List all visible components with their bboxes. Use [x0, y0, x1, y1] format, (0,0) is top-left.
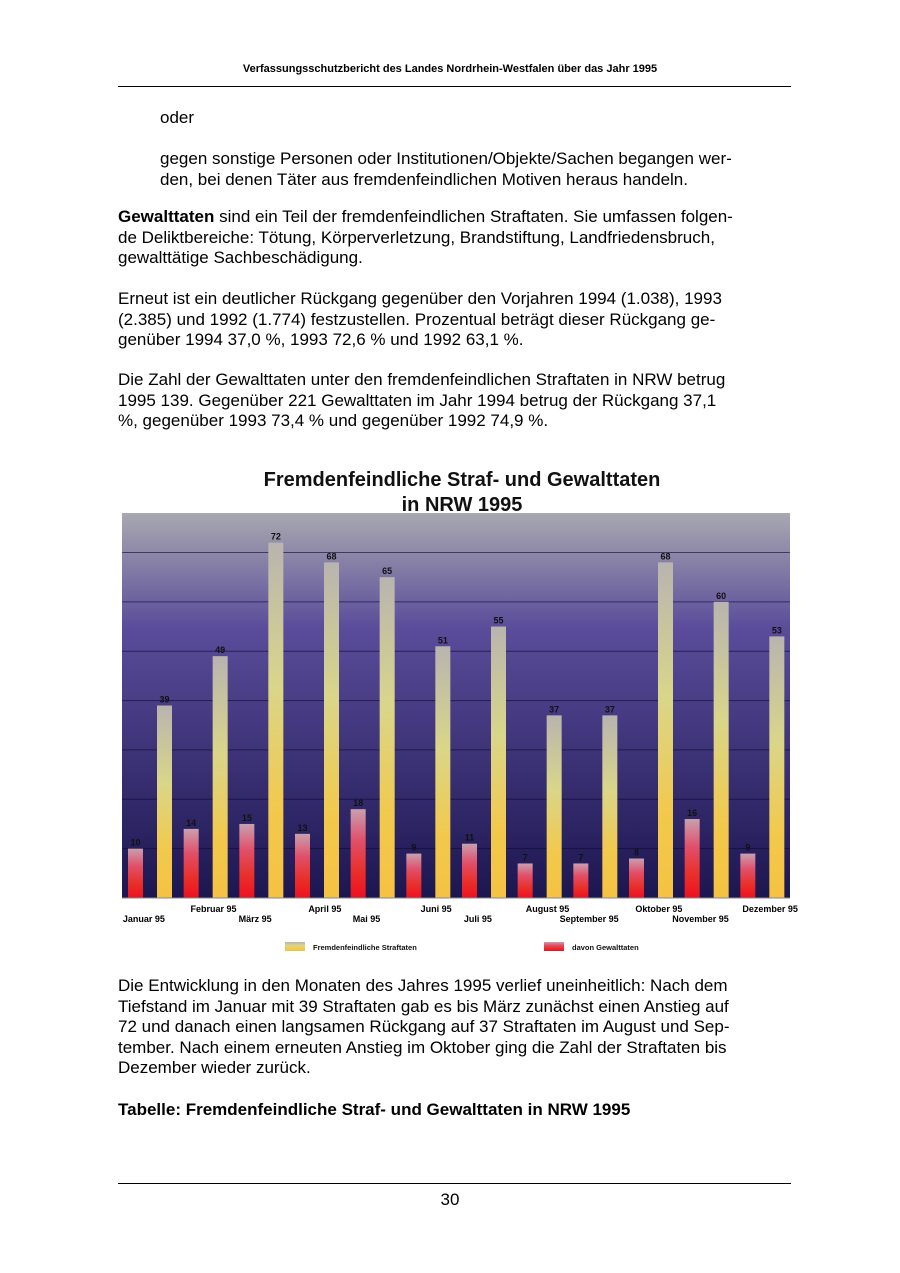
data-label: 7: [578, 852, 583, 862]
bold-term: Gewalttaten: [118, 207, 215, 226]
chart-title-line: Fremdenfeindliche Straf- und Gewalttaten: [263, 469, 661, 491]
bar-straftaten: [602, 715, 618, 898]
data-label: 11: [465, 833, 475, 843]
data-label: 72: [271, 532, 281, 542]
text-line: de Deliktbereiche: Tötung, Körperverletz…: [118, 227, 715, 247]
data-label: 8: [634, 848, 639, 858]
bar-straftaten: [658, 562, 673, 898]
data-label: 14: [186, 818, 196, 828]
table-heading: Tabelle: Fremdenfeindliche Straf- und Ge…: [118, 1100, 631, 1119]
para-gegen: gegen sonstige Personen oder Institution…: [160, 149, 732, 190]
x-tick-label: November 95: [672, 914, 729, 924]
text-line: Die Zahl der Gewalttaten unter den fremd…: [118, 370, 726, 389]
para-erneut: Erneut ist ein deutlicher Rückgang gegen…: [118, 289, 722, 351]
bar-straftaten: [268, 542, 284, 898]
bar-gewalttaten: [295, 833, 310, 898]
data-label: 65: [382, 566, 392, 576]
text-line: Die Entwicklung in den Monaten des Jahre…: [118, 976, 728, 995]
para-entwicklung: Die Entwicklung in den Monaten des Jahre…: [118, 976, 730, 1079]
legend-swatch: [544, 942, 564, 951]
data-label: 53: [772, 625, 782, 635]
bar-gewalttaten: [183, 828, 199, 898]
data-label: 15: [242, 813, 252, 823]
data-label: 9: [745, 843, 750, 853]
bar-straftaten: [491, 626, 506, 898]
header-rule: [118, 86, 791, 87]
data-label: 18: [353, 798, 363, 808]
data-label: 68: [660, 551, 670, 561]
text-line: Erneut ist ein deutlicher Rückgang gegen…: [118, 289, 722, 308]
data-label: 37: [605, 704, 615, 714]
legend-label: Fremdenfeindliche Straftaten: [313, 943, 417, 952]
data-label: 39: [159, 695, 169, 705]
data-label: 7: [523, 852, 528, 862]
chart-title: Fremdenfeindliche Straf- und Gewalttaten…: [122, 468, 802, 518]
text-line: (2.385) und 1992 (1.774) festzustellen. …: [118, 309, 716, 329]
x-tick-label: Oktober 95: [635, 904, 682, 914]
text-line: %, gegenüber 1993 73,4 % und gegenüber 1…: [118, 411, 549, 430]
plot-background: [122, 513, 790, 898]
footer-rule: [118, 1183, 791, 1184]
x-tick-label: April 95: [308, 904, 341, 914]
text-line: gewalttätige Sachbeschädigung.: [118, 248, 363, 267]
x-tick-label: September 95: [560, 914, 619, 924]
bar-gewalttaten: [629, 858, 644, 898]
para-zahl: Die Zahl der Gewalttaten unter den fremd…: [118, 370, 725, 432]
data-label: 55: [493, 616, 503, 626]
text-line: Dezember wieder zurück.: [118, 1058, 311, 1077]
bar-gewalttaten: [239, 823, 255, 898]
x-tick-label: Januar 95: [123, 914, 165, 924]
x-tick-label: März 95: [239, 914, 272, 924]
data-label: 9: [411, 843, 416, 853]
bar-gewalttaten: [350, 809, 366, 898]
text-line: tember. Nach einem erneuten Anstieg im O…: [118, 1037, 727, 1057]
running-header: Verfassungsschutzbericht des Landes Nord…: [242, 63, 658, 75]
x-tick-label: Mai 95: [353, 914, 381, 924]
legend-label: davon Gewalttaten: [572, 943, 639, 952]
bar-gewalttaten: [406, 853, 422, 898]
x-tick-label: Februar 95: [190, 904, 236, 914]
text-line: gegen sonstige Personen oder Institution…: [160, 149, 732, 168]
bar-gewalttaten: [462, 843, 477, 898]
legend-swatch: [285, 942, 305, 951]
bar-straftaten: [157, 705, 172, 898]
bar-straftaten: [212, 656, 228, 898]
text-line: genüber 1994 37,0 %, 1993 72,6 % und 199…: [118, 330, 524, 349]
x-tick-label: Juni 95: [421, 904, 452, 914]
data-label: 60: [716, 591, 726, 601]
bar-gewalttaten: [517, 863, 533, 898]
text-line: sind ein Teil der fremdenfeindlichen Str…: [214, 207, 733, 226]
data-label: 37: [549, 704, 559, 714]
text-line: den, bei denen Täter aus fremdenfeindlic…: [160, 169, 688, 189]
data-label: 51: [438, 635, 448, 645]
para-oder: oder: [160, 108, 194, 129]
bar-straftaten: [379, 577, 395, 898]
data-label: 49: [215, 645, 225, 655]
page-number: 30: [440, 1190, 460, 1209]
text-line: oder: [160, 108, 195, 127]
data-label: 16: [687, 808, 697, 818]
text-line: Tiefstand im Januar mit 39 Straftaten ga…: [118, 996, 729, 1016]
bar-gewalttaten: [573, 863, 589, 898]
text-line: 72 und danach einen langsamen Rückgang a…: [118, 1017, 730, 1036]
bar-straftaten: [769, 636, 785, 898]
bar-straftaten: [713, 601, 729, 898]
para-gewalttaten: Gewalttaten sind ein Teil der fremdenfei…: [118, 207, 733, 269]
text-line: 1995 139. Gegenüber 221 Gewalttaten im J…: [118, 390, 717, 410]
data-label: 68: [326, 551, 336, 561]
x-tick-label: August 95: [526, 904, 570, 914]
chart-title-line: in NRW 1995: [401, 494, 523, 516]
x-tick-label: Dezember 95: [742, 904, 798, 914]
bar-gewalttaten: [740, 853, 756, 898]
bar-straftaten: [546, 715, 562, 898]
bar-straftaten: [324, 562, 339, 898]
data-label: 10: [130, 838, 140, 848]
bar-straftaten: [435, 646, 451, 898]
x-tick-label: Juli 95: [464, 914, 492, 924]
data-label: 13: [297, 823, 307, 833]
bar-gewalttaten: [128, 848, 143, 898]
bar-chart: 10 39 Januar 95 14 49 Februar 95 15 72 März 95 13…: [122, 513, 798, 952]
bar-gewalttaten: [684, 819, 700, 898]
